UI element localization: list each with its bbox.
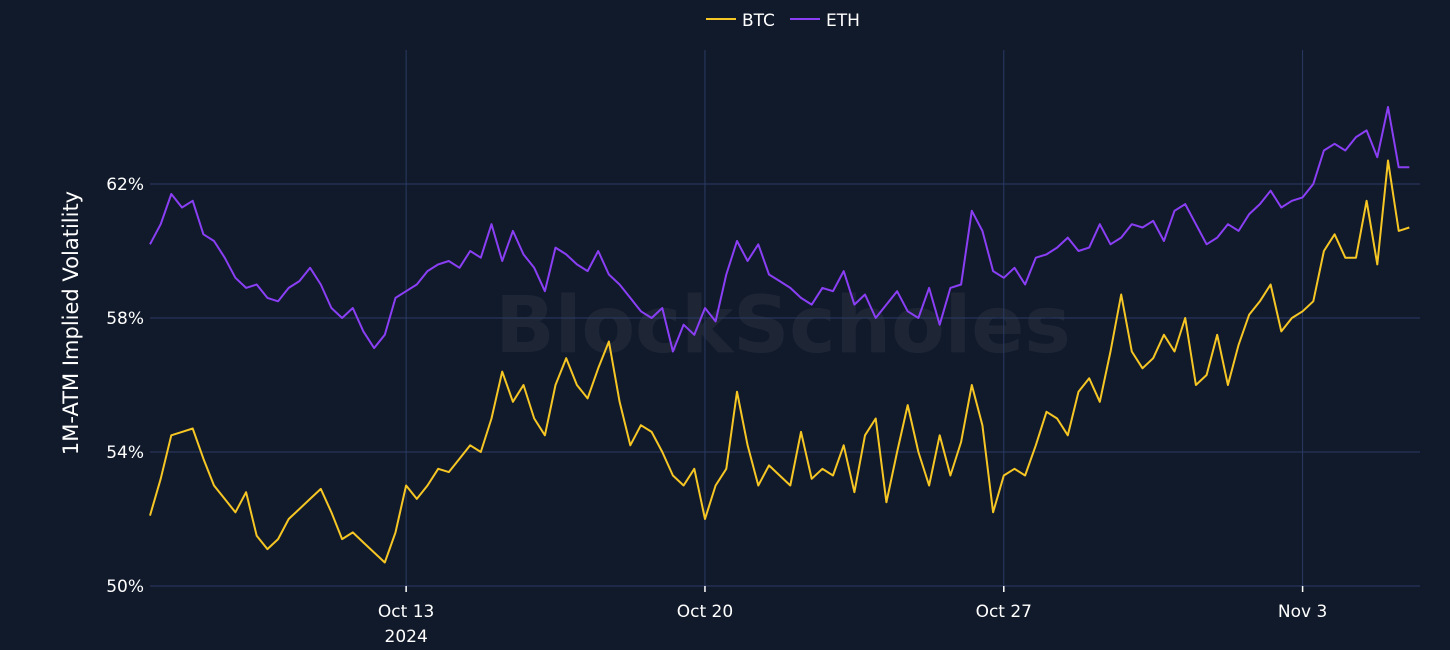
x-tick-label: Nov 3 bbox=[1278, 602, 1327, 622]
x-tick-label: Oct 13 bbox=[378, 602, 434, 622]
grid bbox=[150, 50, 1420, 587]
x-axis-ticks: Oct 13 2024 Oct 20 Oct 27 Nov 3 bbox=[378, 586, 1327, 647]
y-tick-label: 54% bbox=[106, 443, 144, 463]
x-tick-label: Oct 20 bbox=[677, 602, 733, 622]
y-tick-label: 58% bbox=[106, 309, 144, 329]
watermark: BlockScholes bbox=[495, 281, 1070, 371]
legend-label-eth[interactable]: ETH bbox=[826, 11, 860, 31]
y-tick-label: 62% bbox=[106, 175, 144, 195]
series-line-btc bbox=[149, 159, 1410, 564]
legend: BTC ETH bbox=[706, 11, 860, 31]
series-line-eth bbox=[149, 106, 1410, 353]
x-tick-label: Oct 27 bbox=[976, 602, 1032, 622]
x-tick-sublabel: 2024 bbox=[385, 627, 428, 647]
legend-label-btc[interactable]: BTC bbox=[742, 11, 775, 31]
y-axis-ticks: 50% 54% 58% 62% bbox=[106, 175, 144, 597]
series-lines bbox=[149, 106, 1410, 564]
y-axis-title: 1M-ATM Implied Volatility bbox=[59, 191, 83, 455]
y-tick-label: 50% bbox=[106, 577, 144, 597]
